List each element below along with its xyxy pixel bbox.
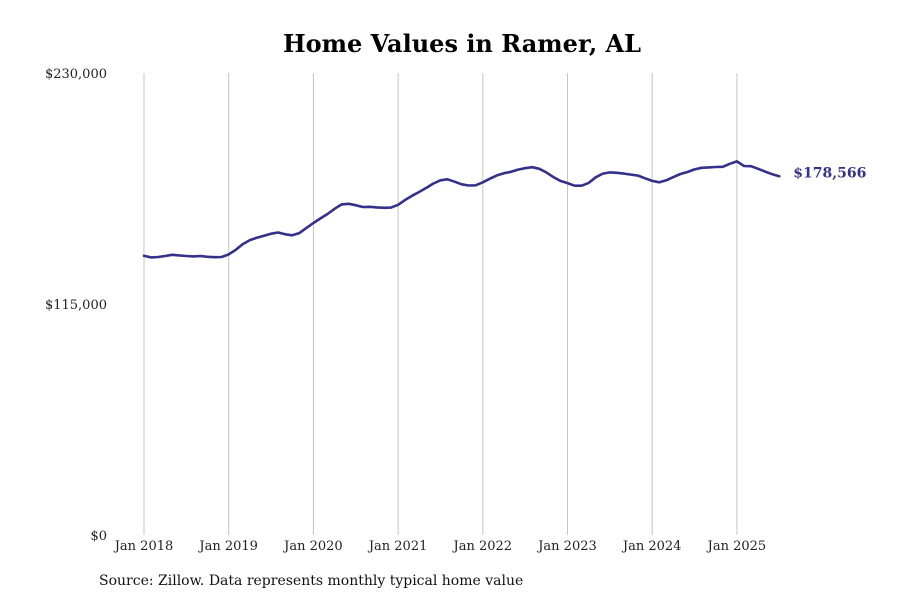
x-tick-label: Jan 2020 bbox=[282, 539, 343, 554]
y-tick-label: $230,000 bbox=[45, 67, 107, 82]
y-tick-label: $0 bbox=[90, 529, 107, 544]
x-tick-label: Jan 2023 bbox=[536, 539, 597, 554]
chart-title: Home Values in Ramer, AL bbox=[283, 29, 641, 58]
gridlines bbox=[143, 73, 738, 535]
x-tick-label: Jan 2025 bbox=[706, 539, 767, 554]
x-tick-label: Jan 2022 bbox=[452, 539, 513, 554]
x-tick-label: Jan 2019 bbox=[197, 539, 258, 554]
x-tick-label: Jan 2018 bbox=[113, 539, 174, 554]
series-line bbox=[142, 160, 781, 259]
x-tick-label: Jan 2024 bbox=[621, 539, 682, 554]
x-tick-labels: Jan 2018 Jan 2019 Jan 2020 Jan 2021 Jan 2022… bbox=[113, 539, 766, 554]
y-tick-label: $115,000 bbox=[45, 298, 107, 313]
end-value-label: $178,566 bbox=[793, 165, 866, 181]
source-note: Source: Zillow. Data represents monthly … bbox=[99, 573, 524, 589]
y-tick-labels: $0 $115,000 $230,000 bbox=[45, 67, 107, 544]
x-tick-label: Jan 2021 bbox=[367, 539, 428, 554]
